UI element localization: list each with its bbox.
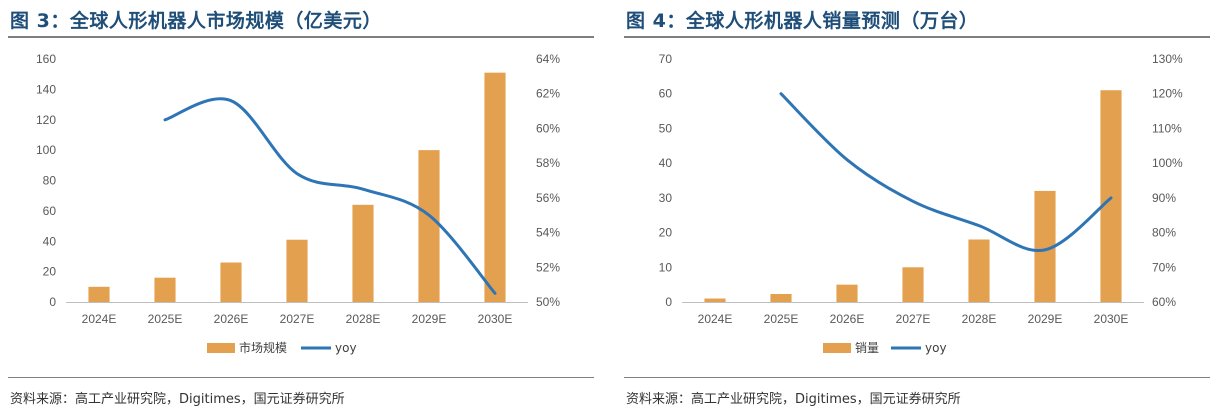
y2-axis-tick-label: 50% [536, 295, 560, 309]
bar-2025E [770, 294, 792, 302]
chart-panel-sales-volume: 图 4：全球人形机器人销量预测（万台） 0 10 20 30 40 50 60 70 60% 70… [616, 0, 1216, 413]
yoy-line [779, 92, 1113, 253]
yoy-line [163, 97, 497, 295]
bar-2026E [220, 262, 242, 302]
chart-panel-market-size: 图 3：全球人形机器人市场规模（亿美元） 0 20 40 60 80 100 120 140 1… [0, 0, 600, 413]
y2-axis-tick-label: 60% [1152, 295, 1176, 309]
sales-volume-chart: 0 10 20 30 40 50 60 70 60% 70% 80% 90% 100% 110% 120% 1… [659, 52, 1183, 355]
y-axis-tick-label: 60 [659, 87, 673, 101]
y2-axis-tick-label: 120% [1152, 87, 1183, 101]
y-axis-tick-label: 140 [36, 82, 56, 96]
y2-axis-tick-label: 64% [536, 52, 560, 66]
x-axis-tick-label: 2025E [148, 312, 183, 326]
y-axis-tick-label: 50 [659, 121, 673, 135]
x-axis-tick-label: 2024E [698, 312, 733, 326]
y2-axis-tick-label: 52% [536, 260, 560, 274]
y2-axis-tick-label: 80% [1152, 226, 1176, 240]
x-axis-tick-label: 2026E [214, 312, 249, 326]
y-axis-tick-label: 20 [43, 265, 57, 279]
chart-title: 图 4：全球人形机器人销量预测（万台） [626, 10, 979, 32]
y-axis-tick-label: 120 [36, 113, 56, 127]
legend-swatch-bar [207, 343, 235, 353]
y-axis-tick-label: 0 [49, 295, 56, 309]
source-divider [8, 377, 594, 378]
x-axis-tick-label: 2025E [764, 312, 799, 326]
x-axis-tick-label: 2029E [1028, 312, 1063, 326]
bar-2029E [1034, 190, 1056, 302]
y-axis-tick-label: 160 [36, 52, 56, 66]
y2-axis-tick-label: 60% [536, 121, 560, 135]
y2-axis-tick-label: 70% [1152, 260, 1176, 274]
y2-axis-tick-label: 58% [536, 156, 560, 170]
bar-2027E [286, 239, 308, 302]
bar-2027E [902, 267, 924, 302]
x-axis-tick-label: 2027E [896, 312, 931, 326]
title-divider [624, 36, 1210, 38]
source-note: 资料来源：高工产业研究院，Digitimes，国元证券研究所 [626, 392, 961, 407]
bar-2024E [704, 298, 726, 302]
x-axis-tick-label: 2024E [82, 312, 117, 326]
y-axis-tick-label: 20 [659, 226, 673, 240]
y-axis-tick-label: 40 [43, 234, 57, 248]
legend-label-bar: 市场规模 [239, 340, 287, 355]
bar-2026E [836, 284, 858, 302]
y-axis-tick-label: 60 [43, 204, 57, 218]
bar-2028E [968, 239, 990, 302]
legend-label-bar: 销量 [855, 341, 879, 355]
legend-label-line: yoy [335, 341, 357, 355]
bar-2024E [88, 286, 110, 302]
y-axis-tick-label: 70 [659, 52, 673, 66]
y-axis-tick-label: 0 [665, 295, 672, 309]
y2-axis-tick-label: 54% [536, 226, 560, 240]
y-axis-tick-label: 40 [659, 156, 673, 170]
y2-axis-tick-label: 110% [1152, 121, 1182, 135]
y2-axis-tick-label: 56% [536, 191, 560, 205]
source-divider [624, 377, 1210, 378]
x-axis-tick-label: 2030E [478, 312, 513, 326]
bar-2030E [1100, 90, 1122, 302]
source-note: 资料来源：高工产业研究院，Digitimes，国元证券研究所 [10, 392, 345, 407]
legend-label-line: yoy [925, 341, 947, 355]
x-axis-tick-label: 2026E [830, 312, 865, 326]
y2-axis-tick-label: 130% [1152, 52, 1183, 66]
bar-2029E [418, 150, 440, 302]
bar-2025E [154, 277, 176, 302]
legend-swatch-bar [823, 343, 851, 353]
market-size-chart: 0 20 40 60 80 100 120 140 160 50% 52% 54% 56% 58% 60% 6… [36, 52, 560, 355]
title-divider [8, 36, 594, 38]
y2-axis-tick-label: 100% [1152, 156, 1183, 170]
x-axis-tick-label: 2028E [962, 312, 997, 326]
bar-2030E [484, 72, 506, 302]
y-axis-tick-label: 30 [659, 191, 673, 205]
y2-axis-tick-label: 90% [1152, 191, 1176, 205]
y2-axis-tick-label: 62% [536, 87, 560, 101]
x-axis-tick-label: 2028E [346, 312, 381, 326]
chart-title: 图 3：全球人形机器人市场规模（亿美元） [10, 10, 382, 32]
x-axis-tick-label: 2030E [1094, 312, 1129, 326]
y-axis-tick-label: 10 [659, 260, 673, 274]
bar-2028E [352, 204, 374, 302]
x-axis-tick-label: 2027E [280, 312, 315, 326]
y-axis-tick-label: 80 [43, 174, 57, 188]
x-axis-tick-label: 2029E [412, 312, 447, 326]
y-axis-tick-label: 100 [36, 143, 56, 157]
